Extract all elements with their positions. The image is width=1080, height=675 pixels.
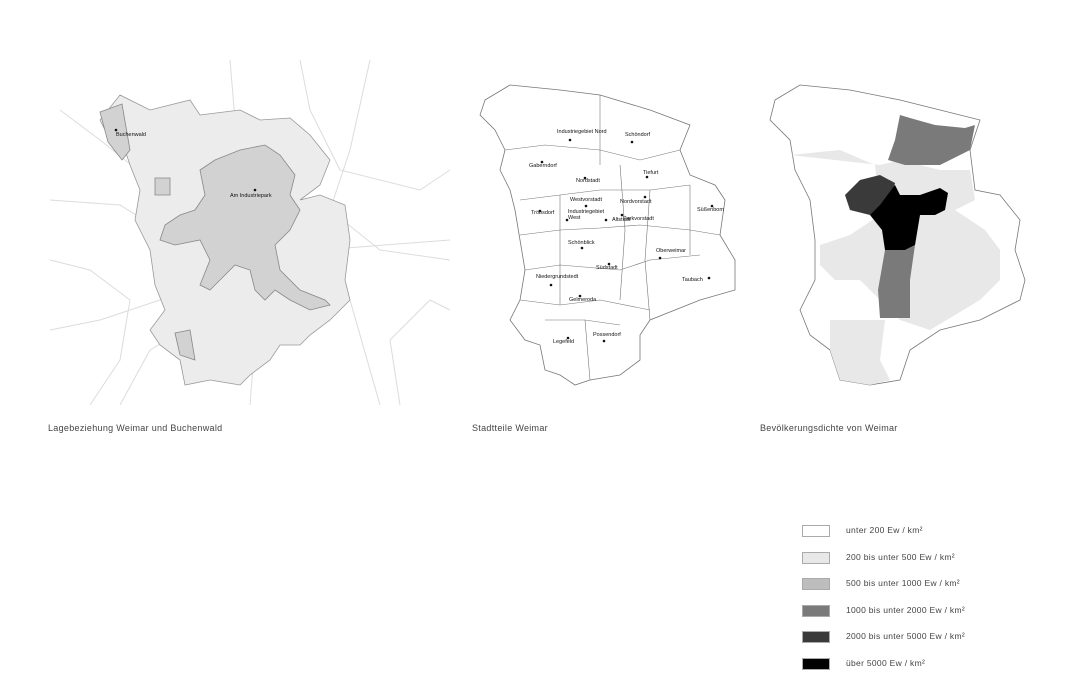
legend-swatch	[802, 551, 830, 564]
legend-swatch	[802, 578, 830, 591]
place-dot	[658, 256, 662, 260]
place-label: Westvorstadt	[570, 197, 602, 203]
place-dot	[645, 175, 649, 179]
place-dot	[253, 188, 257, 192]
patch	[174, 329, 196, 361]
patch	[154, 177, 171, 196]
legend-label: unter 200 Ew / km²	[846, 525, 923, 535]
place-dot	[602, 339, 606, 343]
place-dot	[630, 140, 634, 144]
place-dot	[643, 195, 647, 199]
place-dot	[620, 213, 624, 217]
place-label: Parkvorstadt	[623, 216, 654, 222]
legend-swatch	[802, 604, 830, 617]
legend-label: 1000 bis unter 2000 Ew / km²	[846, 604, 965, 615]
place-label: Possendorf	[593, 332, 621, 338]
district-borders	[504, 95, 721, 381]
buchenwald-area	[99, 103, 131, 161]
place-dot	[538, 209, 542, 213]
district-outline	[479, 84, 736, 386]
density-mid	[830, 320, 890, 385]
place-dot	[584, 204, 588, 208]
place-dot	[568, 138, 572, 142]
place-label: Niedergrundstedt	[536, 274, 579, 280]
place-label: Gaberndorf	[529, 163, 557, 169]
legend-swatch	[802, 525, 830, 537]
place-dot	[578, 294, 582, 298]
place-label: Industriegebiet Nord	[557, 129, 607, 135]
density-high	[878, 245, 915, 318]
place-label: Nordstadt	[576, 178, 600, 184]
legend-label: 200 bis unter 500 Ew / km²	[846, 551, 955, 562]
city-area	[159, 144, 331, 311]
map-caption: Lagebeziehung Weimar und Buchenwald	[48, 423, 223, 433]
place-dot	[710, 204, 714, 208]
density-high	[888, 115, 975, 165]
place-dot	[583, 176, 587, 180]
map-caption: Bevölkerungsdichte von Weimar	[760, 423, 898, 433]
place-label: Oberweimar	[656, 248, 686, 254]
legend-label: über 5000 Ew / km²	[846, 658, 926, 668]
place-label: Am Industriepark	[230, 193, 272, 199]
legend-swatch	[802, 658, 830, 670]
place-dot	[604, 218, 608, 222]
legend-label: 500 bis unter 1000 Ew / km²	[846, 578, 960, 589]
place-label: Taubach	[682, 277, 703, 283]
legend-swatch	[802, 631, 830, 644]
place-label: Industriegebiet West	[568, 209, 605, 221]
place-dot	[114, 128, 118, 132]
place-label: Buchenwald	[116, 132, 146, 138]
place-dot	[540, 160, 544, 164]
density-core	[870, 185, 948, 250]
place-label: Nordvorstadt	[620, 199, 652, 205]
place-dot	[580, 246, 584, 250]
place-dot	[566, 336, 570, 340]
place-label: Schöndorf	[625, 132, 651, 138]
place-label: Südstadt	[596, 265, 618, 271]
place-dot	[549, 283, 553, 287]
place-label: Legefeld	[553, 339, 575, 345]
place-dot	[707, 276, 711, 280]
place-label: Tiefurt	[643, 170, 659, 176]
legend-label: 2000 bis unter 5000 Ew / km²	[846, 631, 965, 642]
place-label: Süßenborn	[697, 207, 725, 213]
place-dot	[565, 218, 569, 222]
dots	[114, 128, 714, 343]
place-label: Gelmeroda	[569, 297, 597, 303]
place-dot	[607, 262, 611, 266]
map-caption: Stadtteile Weimar	[472, 423, 548, 433]
place-label: Tröbsdorf	[531, 210, 555, 216]
place-label: Altstadt	[612, 217, 631, 223]
place-label: Schönblick	[568, 240, 595, 246]
